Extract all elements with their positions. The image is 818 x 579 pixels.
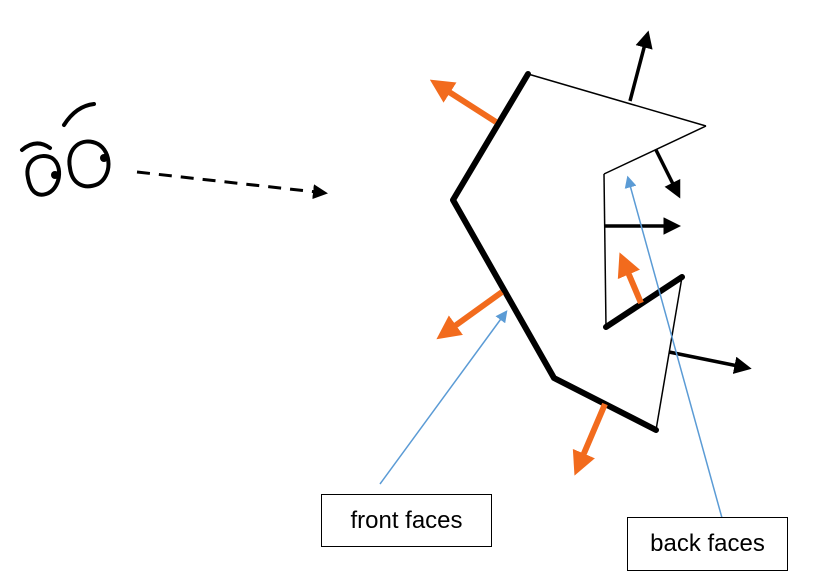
back-faces-text: back faces xyxy=(650,530,765,557)
eyes-icon xyxy=(20,102,111,197)
front-normal-arrow xyxy=(436,289,504,340)
back-faces-label: back faces xyxy=(627,517,788,571)
front-normal-arrow xyxy=(617,252,644,305)
back-faces-callout xyxy=(624,175,723,519)
back-normal-arrow xyxy=(668,350,752,374)
front-normal-arrow xyxy=(429,79,498,125)
back-face-normals xyxy=(605,30,752,374)
front-faces-label: front faces xyxy=(321,494,492,547)
front-normal-arrow xyxy=(572,402,608,476)
front-face-edges xyxy=(450,71,685,433)
back-face-edges xyxy=(527,73,707,431)
front-faces-callout xyxy=(379,310,508,485)
front-face-normals xyxy=(429,79,644,476)
back-normal-arrow xyxy=(654,149,681,199)
front-faces-text: front faces xyxy=(350,506,463,534)
back-normal-arrow xyxy=(628,30,653,102)
view-direction-arrow xyxy=(136,170,328,200)
